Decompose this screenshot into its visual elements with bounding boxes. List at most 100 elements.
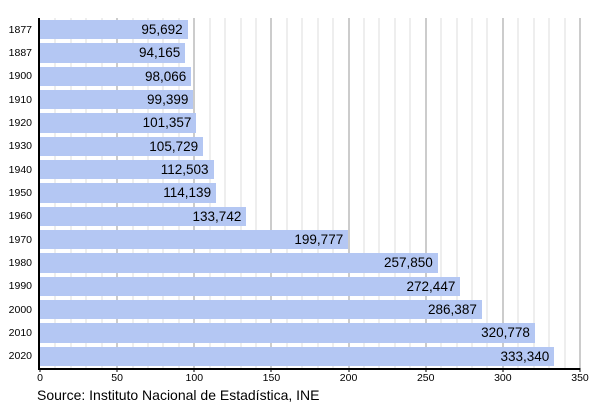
y-axis-label: 1920	[8, 116, 32, 129]
gridline-minor	[533, 18, 535, 368]
bar-row: 1920 101,357	[9, 111, 580, 134]
bar-row: 1887 94,165	[9, 41, 580, 64]
axis-tick-minor	[332, 368, 334, 370]
bar: 101,357	[40, 113, 197, 133]
x-axis-tick-label: 300	[494, 372, 512, 384]
bar-row: 1930 105,729	[9, 135, 580, 158]
axis-tick-major	[425, 368, 427, 372]
x-axis-tick-label: 0	[37, 372, 43, 384]
bar-value-label: 133,742	[192, 208, 242, 224]
bar-value-label: 114,139	[163, 185, 212, 201]
axis-tick-minor	[471, 368, 473, 370]
bar-row: 1990 272,447	[9, 275, 580, 298]
bar: 133,742	[40, 206, 247, 226]
bar-row: 2000 286,387	[9, 298, 580, 321]
y-axis-label: 2010	[8, 326, 32, 339]
gridline-minor	[409, 18, 411, 368]
gridline-minor	[332, 18, 334, 368]
bar: 257,850	[40, 253, 438, 273]
axis-tick-major	[193, 368, 195, 372]
axis-tick-minor	[255, 368, 257, 370]
axis-tick-minor	[548, 368, 550, 370]
axis-tick-minor	[240, 368, 242, 370]
bar-value-label: 333,340	[500, 348, 550, 364]
bar: 333,340	[40, 346, 555, 366]
bar-row: 1877 95,692	[9, 18, 580, 41]
bar-row: 1970 199,777	[9, 228, 580, 251]
bar: 105,729	[40, 136, 204, 156]
bar-value-label: 257,850	[384, 255, 433, 271]
axis-tick-minor	[162, 368, 164, 370]
axis-tick-minor	[486, 368, 488, 370]
bar: 320,778	[40, 323, 535, 343]
bar-value-label: 95,692	[141, 21, 183, 37]
axis-tick-minor	[54, 368, 56, 370]
y-axis-label: 1910	[8, 93, 32, 106]
gridline-minor	[301, 18, 303, 368]
gridline-major	[270, 18, 272, 368]
x-axis-ticks: 0 50 100 150 200 250 300 350	[37, 368, 589, 388]
y-axis-label: 1970	[8, 233, 32, 246]
bar-rows: 1877 95,692 1887 94,165 1900 98,066 1910 99,399…	[9, 18, 580, 368]
axis-tick-minor	[85, 368, 87, 370]
axis-tick-minor	[70, 368, 72, 370]
axis-tick-major	[39, 368, 41, 372]
gridline-minor	[471, 18, 473, 368]
bar-row: 1940 112,503	[9, 158, 580, 181]
bar-value-label: 272,447	[406, 278, 456, 294]
y-axis-label: 1930	[8, 140, 32, 153]
axis-tick-major	[502, 368, 504, 372]
gridline-minor	[363, 18, 365, 368]
axis-tick-minor	[533, 368, 535, 370]
source-note: Source: Instituto Nacional de Estadístic…	[37, 387, 320, 403]
bar-value-label: 94,165	[138, 45, 181, 61]
bar: 112,503	[40, 159, 214, 180]
plot-area: 1877 95,692 1887 94,165 1900 98,066 1910 99,399…	[9, 18, 589, 383]
gridline-minor	[224, 18, 226, 368]
gridline-minor	[486, 18, 488, 368]
gridline-minor	[255, 18, 257, 368]
axis-tick-minor	[317, 368, 319, 370]
y-axis-label: 2020	[8, 350, 32, 362]
axis-tick-major	[270, 368, 272, 372]
x-axis-tick-label: 350	[571, 372, 589, 384]
bar-row: 1960 133,742	[9, 205, 580, 228]
x-axis-tick-label: 150	[262, 372, 281, 384]
axis-tick-minor	[564, 368, 566, 370]
bar: 286,387	[40, 299, 482, 320]
axis-tick-minor	[517, 368, 519, 370]
axis-tick-minor	[209, 368, 211, 370]
y-axis-label: 1900	[8, 70, 32, 83]
gridline-major	[579, 18, 581, 368]
bar-value-label: 286,387	[428, 301, 477, 317]
bar-row: 1980 257,850	[9, 251, 580, 274]
y-axis-label: 1990	[8, 280, 32, 293]
y-axis-label: 1950	[8, 186, 32, 199]
y-axis-label: 1960	[8, 210, 32, 223]
bar-value-label: 112,503	[160, 161, 209, 177]
bar: 94,165	[40, 43, 186, 63]
gridline-minor	[548, 18, 550, 368]
bar: 99,399	[40, 89, 194, 110]
axis-tick-minor	[286, 368, 288, 370]
y-axis-label: 1887	[8, 46, 32, 59]
axis-tick-minor	[394, 368, 396, 370]
bar-value-label: 199,777	[294, 231, 344, 247]
axis-tick-major	[579, 368, 581, 372]
gridline-minor	[517, 18, 519, 368]
gridline-major	[425, 18, 427, 368]
gridline-minor	[317, 18, 319, 368]
gridline-minor	[440, 18, 442, 368]
gridline-major	[348, 18, 350, 368]
gridline-minor	[286, 18, 288, 368]
gridline-minor	[378, 18, 380, 368]
axis-tick-major	[348, 368, 350, 372]
bar-row: 2010 320,778	[9, 321, 580, 344]
axis-tick-minor	[224, 368, 226, 370]
x-axis-tick-label: 250	[416, 372, 435, 384]
x-axis-tick-label: 200	[339, 372, 358, 384]
axis-tick-major	[116, 368, 118, 372]
bar-row: 1900 98,066	[9, 65, 580, 88]
bar-row: 1910 99,399	[9, 88, 580, 111]
